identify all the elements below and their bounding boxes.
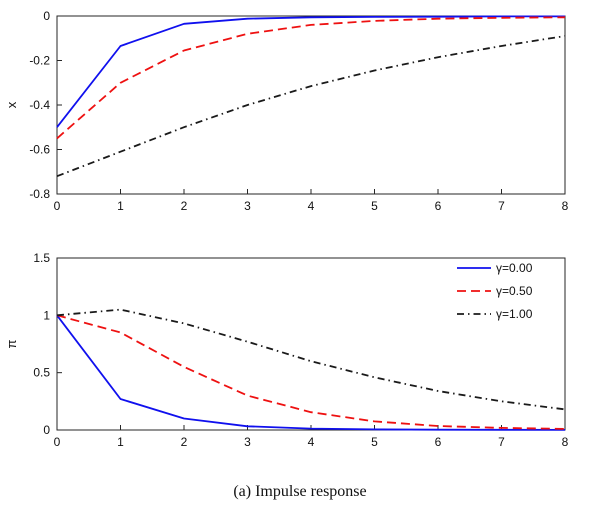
x-tick-label: 8 — [562, 435, 569, 449]
series-line — [56, 308, 566, 411]
y-tick-label: -0.6 — [29, 143, 50, 157]
plot-svg: 0 1 2 3 4 5 6 7 8 0 -0.2 -0.4 -0.6 -0.8 x — [4, 9, 569, 213]
y-tick-label: -0.4 — [29, 98, 50, 112]
x-tick-label: 6 — [435, 435, 442, 449]
x-tick-label: 4 — [308, 435, 315, 449]
chart-x-response: 0 1 2 3 4 5 6 7 8 0 -0.2 -0.4 -0.6 -0.8 x — [0, 0, 600, 240]
y-axis-label: π — [4, 339, 19, 348]
x-tick-label: 2 — [181, 199, 188, 213]
x-tick-label: 3 — [244, 435, 251, 449]
x-tick-label: 1 — [117, 435, 124, 449]
y-tick-label: 1 — [43, 308, 50, 322]
x-tick-label: 6 — [435, 199, 442, 213]
y-axis-label: x — [4, 101, 19, 108]
legend-entry-label: γ=1.00 — [496, 307, 533, 321]
legend-entry-label: γ=0.50 — [496, 284, 533, 298]
series-line — [56, 314, 566, 431]
x-tick-label: 0 — [54, 435, 61, 449]
axes-frame — [56, 257, 566, 431]
x-tick-label: 1 — [117, 199, 124, 213]
x-tick-label: 2 — [181, 435, 188, 449]
x-tick-label: 5 — [371, 199, 378, 213]
y-tick-label: 0 — [43, 9, 50, 23]
x-tick-label: 7 — [498, 199, 505, 213]
series-line — [56, 16, 566, 140]
x-tick-label: 0 — [54, 199, 61, 213]
plot-svg: 0 1 2 3 4 5 6 7 8 0 0.5 1 1.5 π γ=0.00 γ=0.50 γ=1.00 — [4, 251, 569, 449]
y-tick-label: -0.8 — [29, 187, 50, 201]
y-tick-label: -0.2 — [29, 54, 50, 68]
x-tick-label: 5 — [371, 435, 378, 449]
x-tick-label: 4 — [308, 199, 315, 213]
series-line — [56, 314, 566, 430]
y-tick-label: 1.5 — [33, 251, 50, 265]
x-tick-label: 7 — [498, 435, 505, 449]
x-tick-label: 3 — [244, 199, 251, 213]
x-tick-label: 8 — [562, 199, 569, 213]
series-line — [56, 15, 565, 128]
legend-entry-label: γ=0.00 — [496, 261, 533, 275]
chart-pi-response: 0 1 2 3 4 5 6 7 8 0 0.5 1 1.5 π γ=0.00 γ=0.50 γ=1.00 — [0, 240, 600, 461]
y-tick-label: 0.5 — [33, 366, 50, 380]
figure-caption: (a) Impulse response — [233, 483, 367, 500]
series-line — [56, 35, 566, 178]
y-tick-label: 0 — [43, 423, 50, 437]
axes-frame — [56, 15, 566, 195]
